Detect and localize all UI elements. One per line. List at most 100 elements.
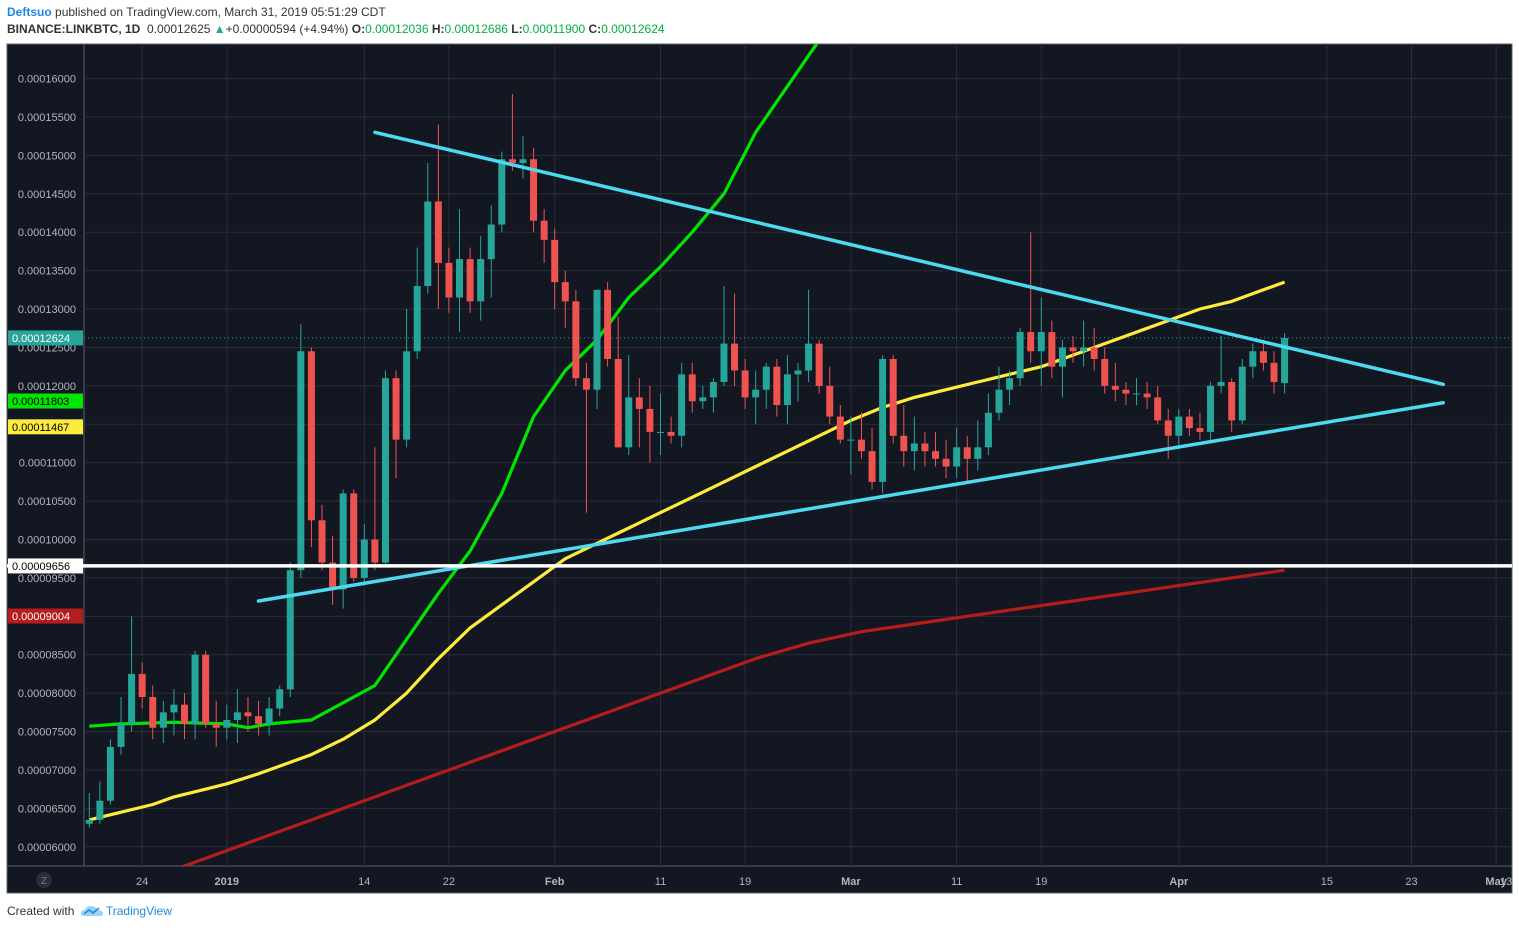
x-tick-label: Mar	[841, 876, 861, 888]
up-arrow-icon: ▲	[213, 22, 226, 36]
candle-body	[974, 447, 982, 459]
zoom-reset-label: Z	[41, 876, 47, 887]
candle-body	[1270, 362, 1278, 383]
author-name[interactable]: Deftsuo	[7, 5, 52, 19]
candle-body	[646, 408, 654, 432]
candle-body	[540, 220, 548, 240]
candle-body	[413, 285, 421, 352]
y-tick-label: 0.00010000	[18, 535, 76, 547]
candle-body	[963, 447, 971, 459]
x-tick-label: 23	[1405, 876, 1417, 888]
y-tick-label: 0.00009500	[18, 573, 76, 585]
y-tick-label: 0.00015500	[18, 112, 76, 124]
x-tick-label: 24	[136, 876, 148, 888]
candle-body	[1217, 382, 1225, 386]
candle-body	[1006, 378, 1014, 390]
candle-body	[932, 451, 940, 459]
price-label-box	[8, 558, 83, 574]
chart-background	[6, 43, 1513, 894]
candle-body	[466, 259, 474, 302]
change-value: +0.00000594 (+4.94%)	[225, 22, 349, 36]
candle-body	[85, 819, 93, 824]
candle-body	[921, 443, 929, 452]
plot-layer	[84, 44, 1512, 866]
candle-body	[307, 351, 315, 521]
close-label: C:	[588, 22, 602, 36]
candle-body	[1154, 397, 1162, 421]
candle-body	[191, 654, 199, 724]
candle-body	[1027, 332, 1035, 352]
candle-body	[445, 262, 453, 298]
candle-body	[350, 493, 358, 578]
x-tick-label: 11	[655, 876, 666, 888]
candle-body	[667, 431, 675, 436]
y-tick-label: 0.00007000	[18, 765, 76, 777]
tradingview-cloud-icon	[80, 906, 103, 916]
publish-info: Deftsuo published on TradingView.com, Ma…	[7, 5, 386, 19]
candle-body	[731, 343, 739, 371]
candle-body	[783, 374, 791, 406]
price-label-box	[8, 419, 83, 435]
moving-average-line	[89, 44, 819, 730]
footer: Created with TradingView	[7, 904, 172, 918]
x-tick-label: 15	[1321, 876, 1333, 888]
candle-body	[953, 447, 961, 467]
price-label-text: 0.00011803	[12, 396, 69, 408]
candle-body	[1281, 337, 1289, 384]
tradingview-link[interactable]: TradingView	[105, 904, 172, 918]
candle-body	[1259, 351, 1267, 363]
candle-body	[1069, 347, 1077, 352]
candle-body	[1207, 385, 1215, 432]
candle-body	[561, 282, 569, 302]
x-tick-label: 14	[358, 876, 370, 888]
candle-body	[942, 458, 950, 467]
x-tick-label: 2019	[215, 876, 239, 888]
candle-body	[1132, 393, 1140, 395]
y-tick-label: 0.00013000	[18, 304, 76, 316]
candle-body	[1164, 420, 1172, 436]
y-tick-label: 0.00010500	[18, 496, 76, 508]
moving-average-line	[179, 568, 1285, 866]
y-tick-label: 0.00014500	[18, 189, 76, 201]
candle-body	[762, 366, 770, 390]
candle-body	[995, 389, 1003, 413]
candle-body	[1111, 385, 1119, 390]
candle-body	[318, 520, 326, 563]
low-label: L:	[511, 22, 523, 36]
x-tick-label: 13	[1500, 876, 1512, 888]
candle-body	[487, 224, 495, 260]
candle-body	[1196, 428, 1204, 432]
candle-body	[202, 654, 210, 724]
price-label-text: 0.00009004	[12, 611, 70, 623]
candle-body	[434, 201, 442, 263]
candle-body	[593, 289, 601, 390]
candle-body	[508, 159, 516, 164]
candle-body	[836, 416, 844, 440]
candle-body	[1101, 358, 1109, 386]
x-tick-label: Feb	[545, 876, 565, 888]
created-with-text: Created with	[7, 904, 75, 918]
candle-body	[403, 351, 411, 440]
high-label: H:	[431, 22, 445, 36]
candle-body	[857, 439, 865, 452]
candle-body	[773, 366, 781, 406]
y-tick-label: 0.00016000	[18, 74, 76, 86]
candle-body	[805, 343, 813, 371]
candle-body	[1175, 416, 1183, 436]
candle-body	[551, 239, 559, 283]
candle-body	[614, 358, 622, 448]
candle-body	[117, 723, 125, 747]
open-value: 0.00012036	[365, 22, 429, 36]
candle-body	[371, 539, 379, 563]
candle-body	[255, 716, 263, 724]
candle-body	[984, 412, 992, 448]
x-tick-label: 19	[1035, 876, 1047, 888]
candle-body	[1238, 366, 1246, 421]
price-label-box	[8, 393, 83, 409]
low-value: 0.00011900	[522, 22, 586, 36]
candle-body	[794, 370, 802, 375]
x-tick-label: 19	[739, 876, 751, 888]
candle-body	[741, 370, 749, 398]
zoom-reset-icon	[36, 872, 52, 888]
